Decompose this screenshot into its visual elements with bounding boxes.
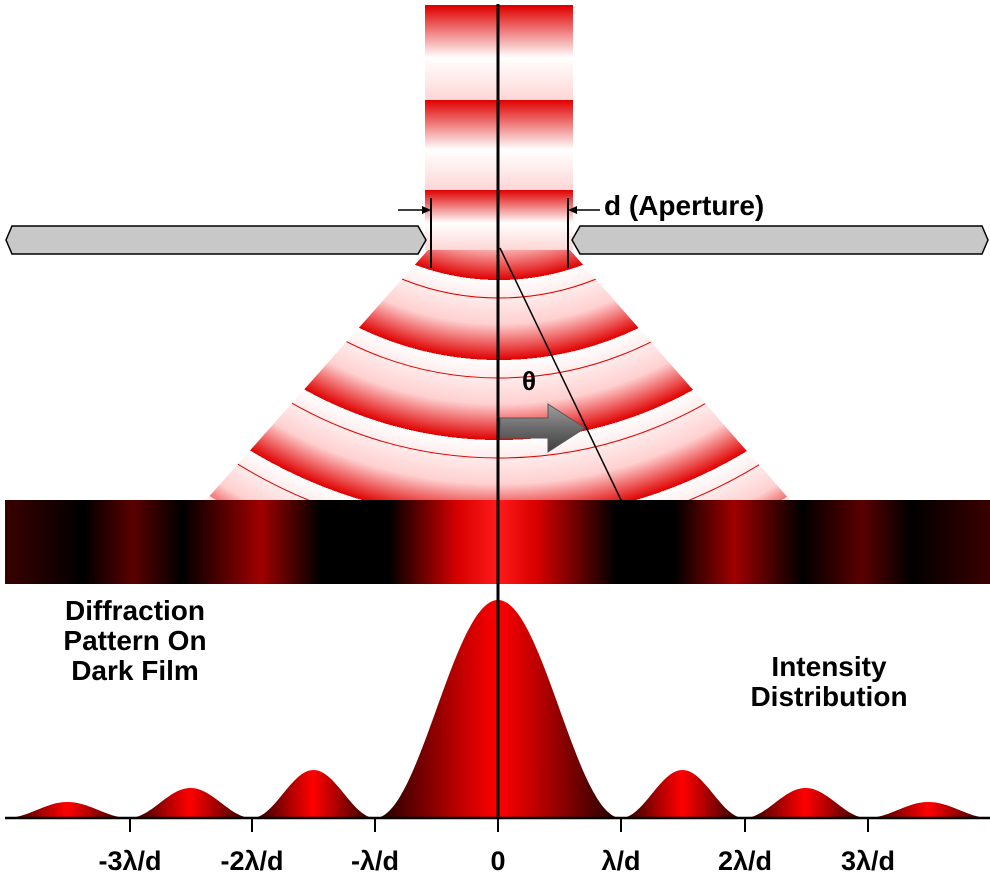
tick-label: 0 (490, 846, 506, 876)
tick-label: -λ/d (350, 846, 400, 876)
side-lobe (744, 788, 866, 818)
side-lobe (129, 788, 251, 818)
film-label-line: Dark Film (71, 655, 199, 686)
side-lobe (621, 770, 743, 818)
side-lobe (252, 770, 374, 818)
tick-label: -3λ/d (98, 846, 162, 876)
side-lobe (6, 802, 128, 818)
barrier (5, 225, 989, 255)
aperture-label: d (Aperture) (604, 190, 765, 221)
side-lobe (867, 802, 989, 818)
tick-label: -2λ/d (220, 846, 284, 876)
film-label-line: Pattern On (63, 625, 207, 656)
aperture-indicator (398, 198, 600, 268)
film-label-line: Diffraction (65, 595, 205, 626)
barrier-left (5, 225, 427, 255)
x-axis (5, 816, 990, 832)
intensity-label: Intensity Distribution (714, 652, 944, 712)
tick-label: 3λ/d (840, 846, 896, 876)
tick-label: 2λ/d (717, 846, 773, 876)
intensity-label-line: Intensity (771, 651, 887, 682)
film-label: Diffraction Pattern On Dark Film (30, 596, 240, 686)
intensity-label-line: Distribution (750, 681, 908, 712)
barrier-right (571, 225, 989, 255)
direction-arrow (499, 403, 586, 453)
theta-label: θ (522, 366, 537, 396)
angle-line (499, 247, 623, 503)
tick-label: λ/d (601, 846, 641, 876)
